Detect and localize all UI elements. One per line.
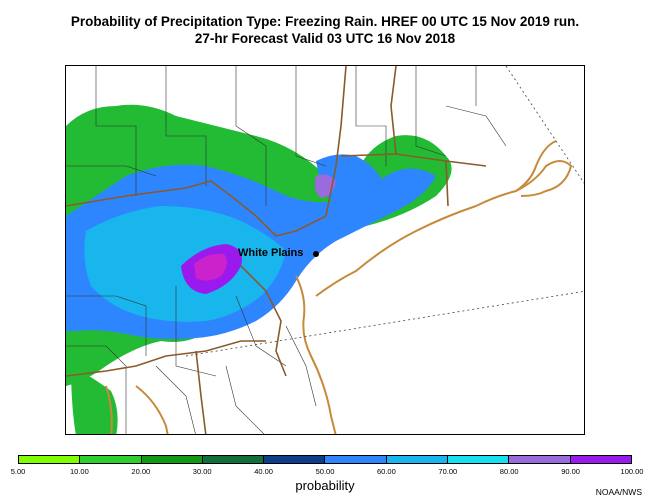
county-line (235, 295, 287, 367)
coastline-path (135, 385, 169, 434)
colorbar-label: probability (295, 478, 355, 493)
county-line (175, 286, 217, 377)
colorbar-tick-label: 40.00 (254, 467, 273, 476)
state-border (195, 350, 207, 434)
colorbar-segment (19, 456, 81, 463)
state-borders (66, 66, 487, 434)
state-border (66, 180, 327, 237)
county-line (66, 295, 147, 356)
map-title-line-1: Probability of Precipitation Type: Freez… (70, 14, 580, 29)
colorbar-tick-label: 90.00 (561, 467, 580, 476)
colorbar-tick-label: 70.00 (438, 467, 458, 476)
city-marker-icon (313, 251, 319, 257)
map-canvas (66, 66, 584, 434)
colorbar-segment (80, 456, 142, 463)
colorbar-tick-label: 30.00 (192, 467, 212, 476)
map-title-line-2: 27-hr Forecast Valid 03 UTC 16 Nov 2018 (194, 31, 456, 46)
colorbar-tick-label: 5.00 (10, 467, 26, 476)
county-line (295, 66, 327, 167)
county-lines (66, 66, 507, 434)
coastline-path (105, 385, 113, 434)
coastline-path (295, 275, 337, 434)
colorbar-tick-label: 20.00 (131, 467, 151, 476)
colorbar-segment (325, 456, 387, 463)
coastline-path (515, 160, 573, 197)
projection-grid (185, 66, 584, 357)
county-line (355, 66, 387, 166)
county-line (66, 165, 157, 177)
green-region-south (71, 366, 118, 434)
state-border (325, 66, 347, 217)
state-border (66, 340, 266, 377)
colorbar-segment (448, 456, 510, 463)
colorbar-tick-label: 50.00 (315, 467, 335, 476)
colorbar-segment (202, 456, 265, 463)
county-line (415, 66, 447, 157)
county-line (285, 325, 317, 407)
county-line (225, 365, 265, 434)
colorbar-segment (570, 456, 631, 463)
county-line (155, 365, 196, 434)
county-line (235, 66, 267, 206)
colorbar-segment (264, 456, 326, 463)
colorbar-segment (509, 456, 571, 463)
state-border (390, 66, 397, 155)
credit-text: NOAA/NWS (595, 487, 642, 497)
state-border (340, 153, 487, 167)
colorbar-tick-label: 80.00 (499, 467, 519, 476)
colorbar-segment (141, 456, 203, 463)
map-panel (65, 65, 585, 435)
blue-region-east (316, 154, 386, 206)
colorbar-segment (386, 456, 449, 463)
state-border (445, 160, 449, 207)
colorbar (18, 455, 632, 464)
county-line (165, 66, 207, 186)
state-border (240, 265, 287, 377)
probability-shading (66, 104, 452, 434)
colorbar-tick-label: 60.00 (377, 467, 396, 476)
city-label: White Plains (238, 247, 304, 259)
grid-line (505, 66, 584, 184)
colorbar-tick-label: 10.00 (70, 467, 89, 476)
coastline (105, 140, 573, 434)
county-line (445, 105, 507, 147)
county-line (66, 345, 127, 434)
colorbar-tick-label: 100.00 (620, 467, 644, 476)
county-line (95, 66, 137, 196)
magenta-region (194, 253, 227, 281)
coastline-path (315, 140, 557, 297)
